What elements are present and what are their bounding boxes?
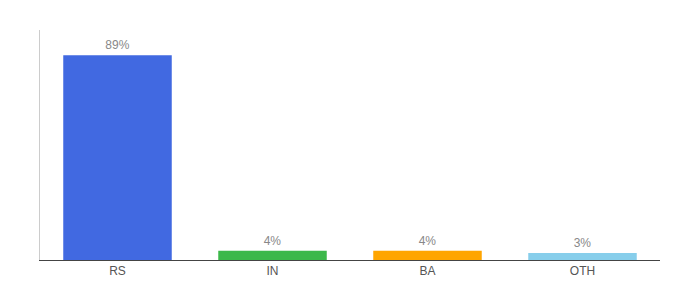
svg-text:RS: RS — [109, 264, 126, 278]
svg-text:BA: BA — [419, 264, 435, 278]
svg-text:4%: 4% — [264, 234, 282, 248]
svg-text:4%: 4% — [419, 234, 437, 248]
svg-text:IN: IN — [267, 264, 279, 278]
svg-text:OTH: OTH — [570, 264, 595, 278]
svg-text:89%: 89% — [105, 38, 129, 52]
svg-text:3%: 3% — [574, 236, 592, 250]
